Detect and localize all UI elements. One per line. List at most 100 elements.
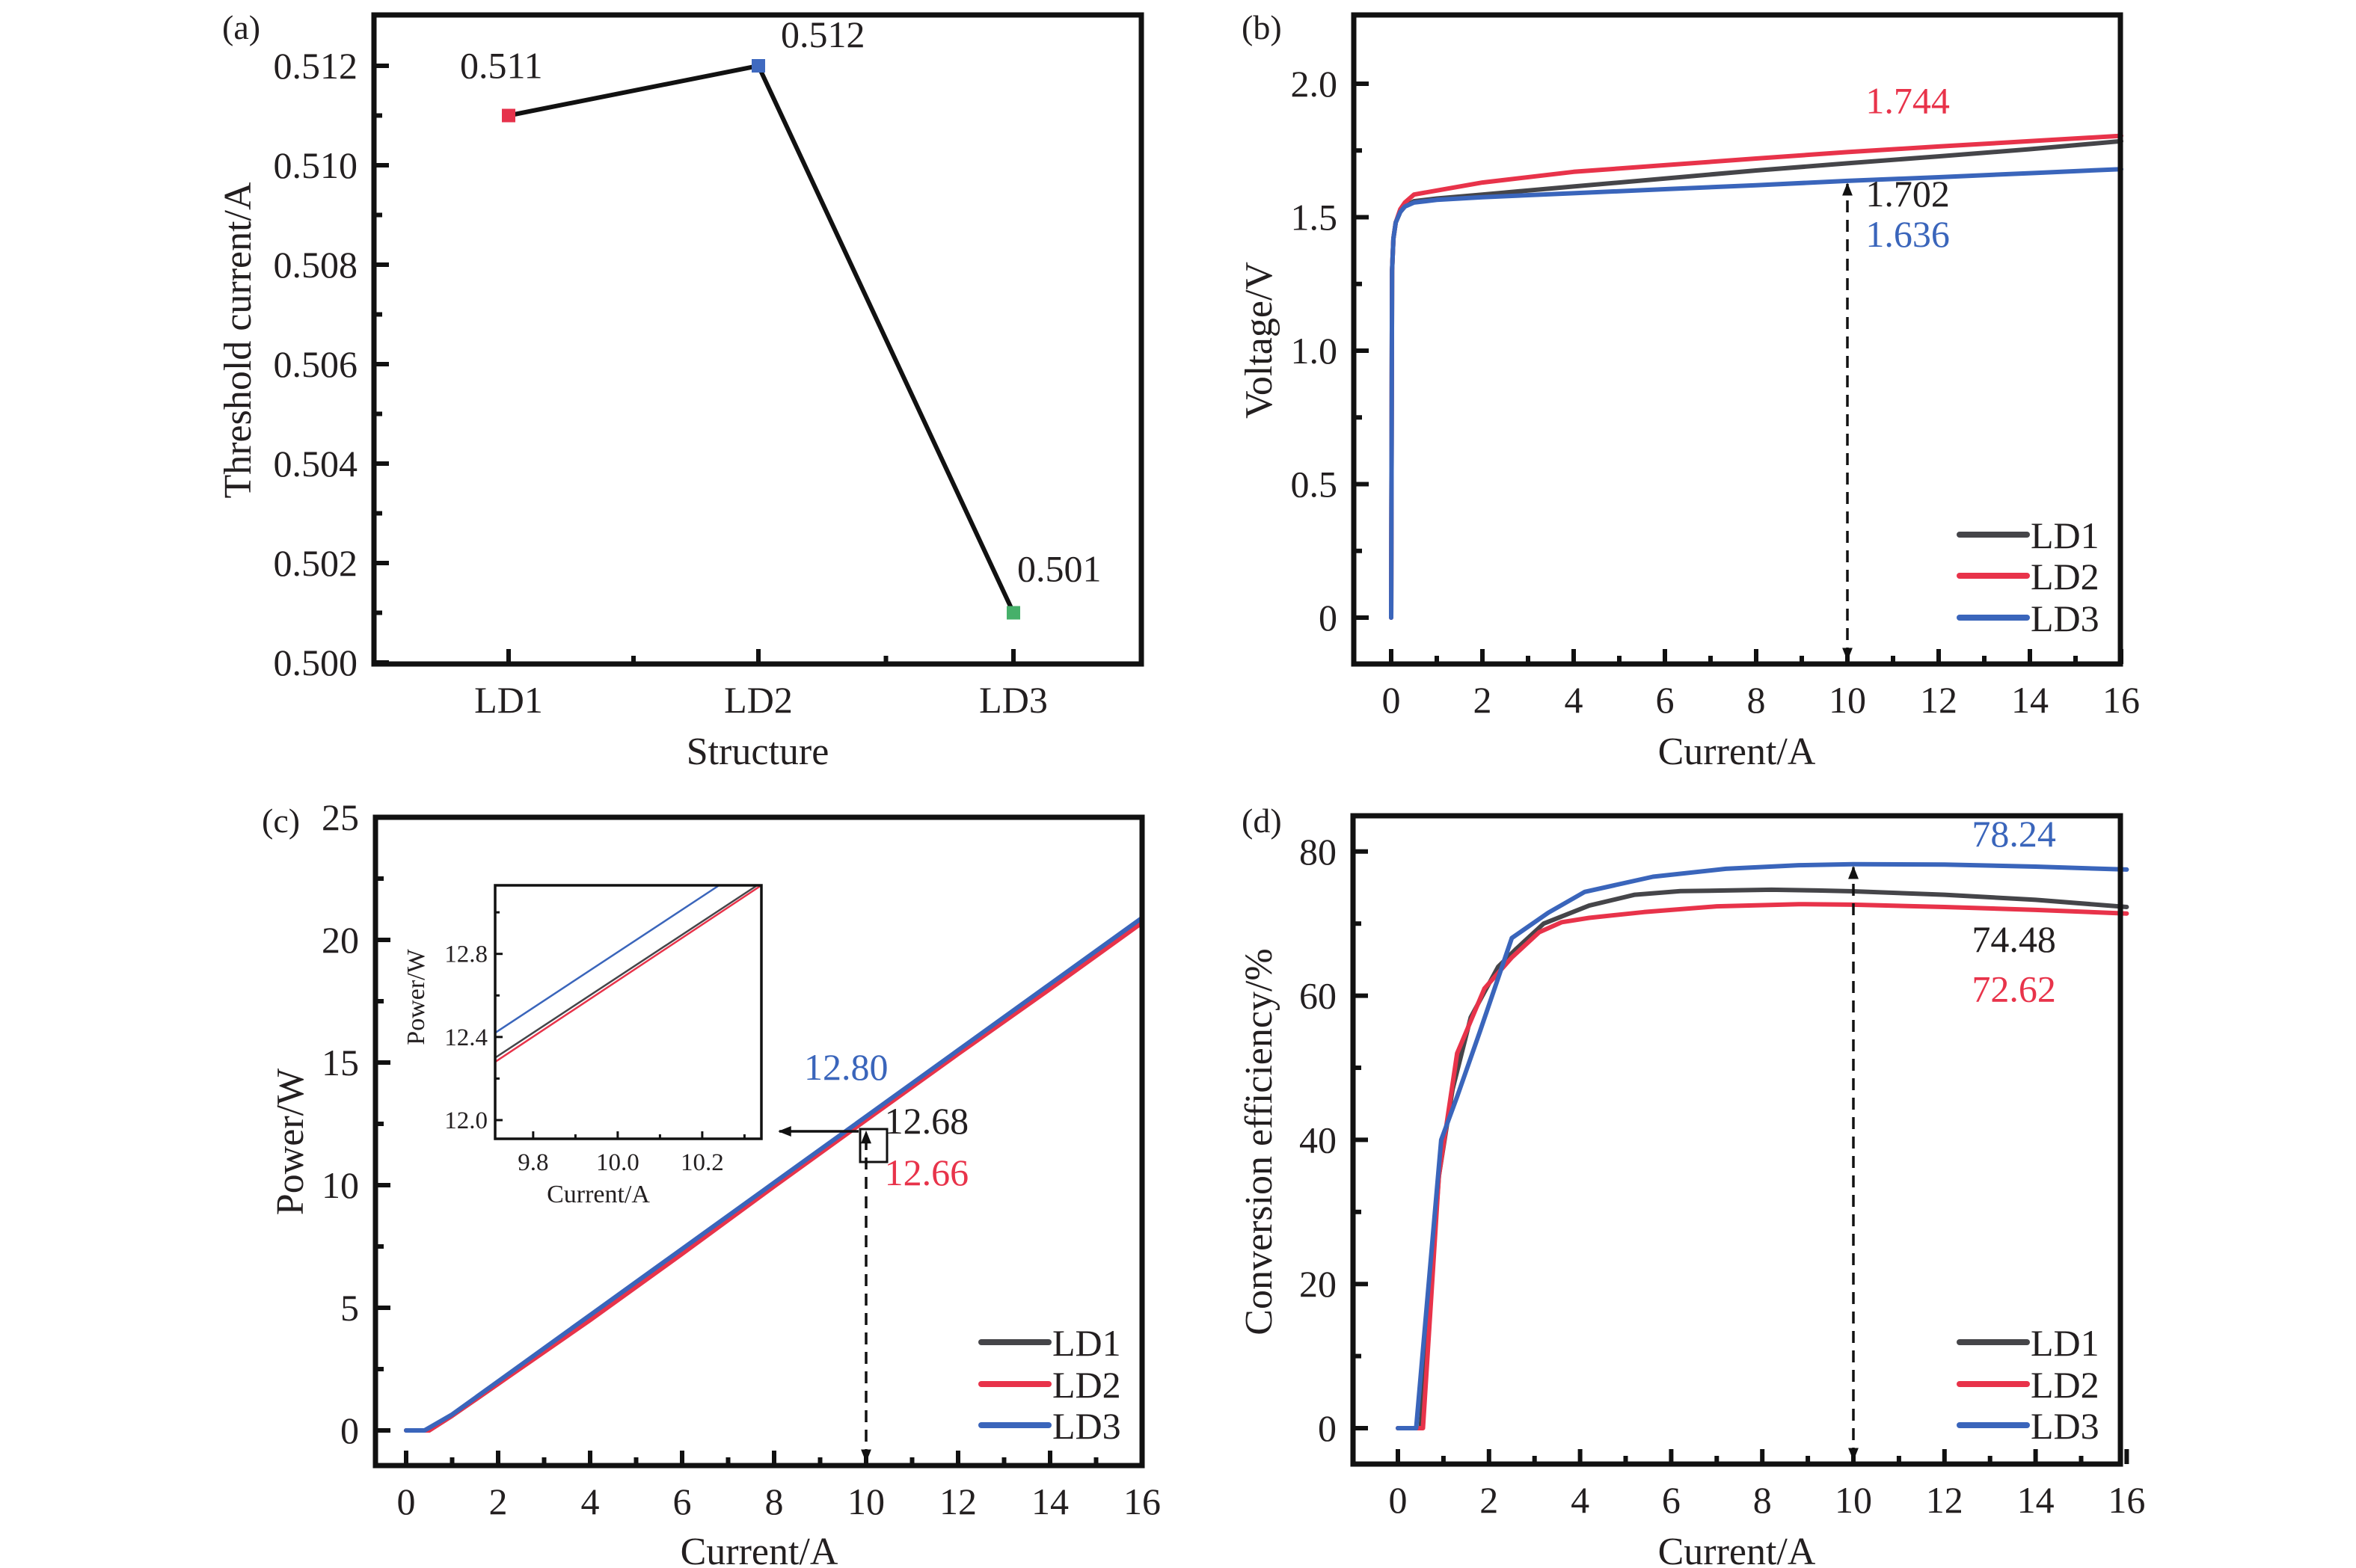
plot-frame-d	[1350, 813, 2123, 1467]
connecting-line	[508, 63, 1016, 614]
y-tick-label: 0.504	[274, 443, 358, 485]
y-tick-label: 2.0	[1291, 63, 1338, 105]
y-tick-label: 0	[1318, 1407, 1337, 1449]
x-axis-title-a: Structure	[687, 731, 829, 773]
plot-frame-c	[372, 814, 1145, 1469]
y-tick-label: 10	[322, 1164, 359, 1206]
y-tick-label: 1.5	[1291, 197, 1338, 239]
y-tick-label: 0.500	[274, 642, 358, 683]
value-annotation-ld2: 72.62	[1972, 968, 2056, 1009]
x-tick-label: 8	[1747, 679, 1766, 721]
x-tick-label: 10	[1835, 1479, 1872, 1521]
inset-zoom-plot: 9.8 10.0 10.2 12.0 12.4 12.8 Current/A Power/W	[402, 884, 763, 1208]
x-tick-label: 16	[2108, 1479, 2145, 1521]
y-tick-label: 60	[1299, 975, 1337, 1017]
value-annotation-ld3: 78.24	[1972, 813, 2056, 855]
x-tick-label: 12	[1920, 679, 1957, 721]
legend-label-ld3: LD3	[2031, 1405, 2099, 1447]
legend-label-ld2: LD2	[2031, 1364, 2099, 1406]
legend-label-ld1: LD1	[2031, 514, 2099, 556]
legend-label-ld2: LD2	[2031, 556, 2099, 597]
inset-y-tick-label: 12.4	[444, 1024, 488, 1051]
legend-label-ld3: LD3	[2031, 597, 2099, 639]
x-tick-label: 8	[1753, 1479, 1772, 1521]
y-tick-label: 15	[322, 1042, 359, 1083]
inset-x-tick-label: 10.2	[681, 1149, 724, 1176]
y-tick-label: 1.0	[1291, 330, 1338, 372]
panel-label-c: (c)	[262, 802, 300, 840]
y-tick-label: 0.502	[274, 542, 358, 584]
panel-label-d: (d)	[1242, 802, 1282, 840]
series-line-ld3	[1389, 167, 2123, 620]
x-tick-label: 8	[765, 1481, 784, 1522]
y-tick-label: 25	[322, 796, 359, 838]
y-tick-label: 40	[1299, 1119, 1337, 1160]
legend-label-ld1: LD1	[2031, 1322, 2099, 1364]
x-tick-label: 2	[1479, 1479, 1498, 1521]
data-marker-ld3	[1007, 606, 1020, 620]
y-tick-label: 0.510	[274, 144, 358, 186]
y-tick-label: 5	[340, 1287, 359, 1329]
x-tick-label: 14	[2017, 1479, 2055, 1521]
x-tick-label: 12	[1926, 1479, 1963, 1521]
plot-frame-a	[371, 12, 1144, 667]
y-tick-label: 0.508	[274, 244, 358, 286]
inset-series-line-ld3	[494, 884, 720, 1034]
x-tick-label: 14	[1031, 1481, 1069, 1522]
panel-d-conversion-efficiency: (d) Conversion efficiency/% Current/A 0 2…	[1238, 802, 2145, 1568]
y-tick-label: 80	[1299, 831, 1337, 873]
y-axis-title-b: Voltage/V	[1238, 262, 1280, 419]
x-tick-label: 6	[673, 1481, 692, 1522]
zoom-region-box	[859, 1128, 889, 1163]
legend-label-ld1: LD1	[1052, 1322, 1121, 1364]
value-annotation-ld3: 1.636	[1865, 213, 1950, 255]
value-annotation-ld1: 12.68	[885, 1100, 969, 1142]
data-label-ld1: 0.511	[460, 45, 543, 87]
y-tick-label: 0.5	[1291, 464, 1338, 505]
x-tick-label: 4	[1571, 1479, 1589, 1521]
y-tick-label: 0.512	[274, 45, 358, 87]
panel-label-b: (b)	[1242, 8, 1282, 46]
x-category-label: LD3	[979, 679, 1048, 721]
inset-y-tick-label: 12.8	[444, 941, 488, 968]
x-tick-label: 14	[2011, 679, 2049, 721]
data-label-ld3: 0.501	[1017, 548, 1102, 590]
legend-label-ld3: LD3	[1052, 1405, 1121, 1447]
series-line-ld2	[1389, 133, 2123, 620]
x-tick-label: 16	[2102, 679, 2140, 721]
x-axis-title-b: Current/A	[1658, 731, 1816, 773]
data-marker-ld2	[752, 59, 765, 73]
x-tick-label: 12	[939, 1481, 977, 1522]
value-annotation-ld2: 12.66	[885, 1152, 969, 1193]
inset-series-line-ld1	[494, 884, 758, 1059]
value-annotation-ld1: 1.702	[1865, 173, 1950, 215]
inset-series-line-ld2	[494, 884, 762, 1063]
x-tick-label: 6	[1656, 679, 1675, 721]
panel-c-power: (c) Power/W Current/A 0 2 4 6 8 10 12 14 16 0 5 10 1…	[262, 796, 1161, 1568]
inset-x-axis-title: Current/A	[547, 1181, 650, 1208]
series-line-ld1	[1389, 138, 2123, 620]
x-tick-label: 2	[1473, 679, 1492, 721]
x-tick-label: 4	[1565, 679, 1583, 721]
x-axis-title-d: Current/A	[1658, 1531, 1816, 1568]
y-axis-title-d: Conversion efficiency/%	[1238, 948, 1280, 1335]
plot-frame-b	[1351, 12, 2123, 667]
y-tick-label: 20	[1299, 1263, 1337, 1305]
y-tick-label: 0.506	[274, 343, 358, 385]
inset-x-tick-label: 9.8	[518, 1149, 548, 1176]
x-tick-label: 0	[1382, 679, 1401, 721]
series-line-ld3	[404, 915, 1144, 1433]
x-tick-label: 0	[1389, 1479, 1408, 1521]
data-label-ld2: 0.512	[781, 13, 865, 55]
panel-b-voltage: (b) Voltage/V Current/A 0 2 4 6 8 10 12 14 16 0 0.…	[1238, 8, 2140, 773]
panel-label-a: (a)	[222, 8, 260, 46]
inset-y-tick-label: 12.0	[444, 1107, 488, 1134]
x-tick-label: 16	[1123, 1481, 1161, 1522]
panel-a-threshold-current: (a) Threshold current/A Structure 0.500 0…	[217, 8, 1144, 773]
x-tick-label: 0	[397, 1481, 416, 1522]
y-tick-label: 0	[340, 1409, 359, 1451]
x-axis-title-c: Current/A	[681, 1531, 838, 1568]
inset-frame	[494, 884, 763, 1140]
x-tick-label: 6	[1662, 1479, 1681, 1521]
